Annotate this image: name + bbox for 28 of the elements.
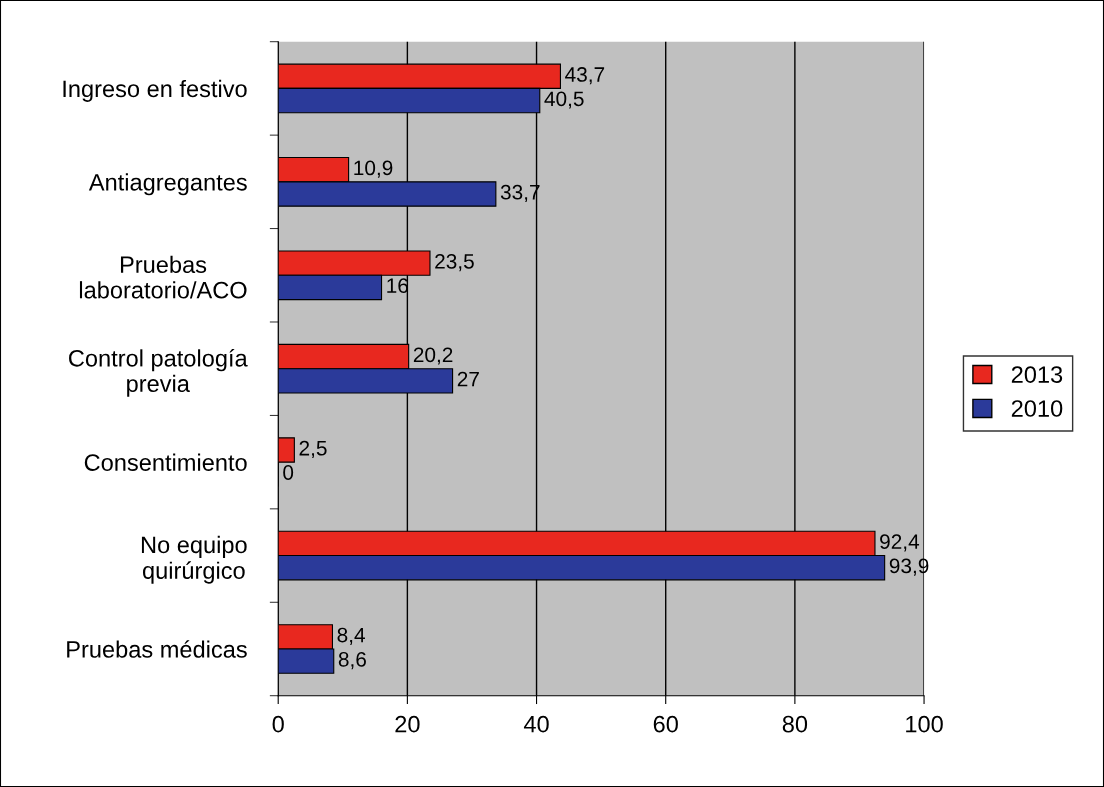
x-tick-label: 100 [906,715,943,733]
data-label: 16 [387,278,408,294]
y-tick-label: Control patología previa [69,349,248,397]
data-label: 20,2 [413,347,453,365]
data-label: 8,6 [338,651,366,670]
data-label: 23,5 [435,253,474,272]
y-tick-label: Consentimiento [84,453,247,471]
x-tick-label: 60 [653,715,678,733]
y-tick-label: Pruebas laboratorio/ACO [79,255,247,299]
y-tick-label: Antiagregantes [88,173,247,196]
data-label: 92,4 [880,534,920,552]
data-label: 43,7 [565,67,605,85]
y-tick-label: Ingreso en festivo [63,79,247,102]
x-tick-label: 0 [272,715,284,733]
data-label: 8,4 [337,627,365,645]
x-tick-label: 80 [782,715,808,733]
data-label: 10,9 [354,160,393,178]
bar [278,437,295,463]
legend-label: 2013 [1011,366,1063,383]
data-label: 27 [457,371,479,387]
y-tick-label: No equipo quirúrgico [141,535,247,584]
y-tick-label: Pruebas médicas [67,640,247,658]
data-label: 0 [283,465,294,480]
data-label: 40,5 [544,91,584,109]
x-tick-label: 20 [395,715,420,733]
legend-label: 2010 [1011,400,1063,417]
data-label: 2,5 [299,440,327,459]
x-tick-label: 40 [523,715,549,733]
